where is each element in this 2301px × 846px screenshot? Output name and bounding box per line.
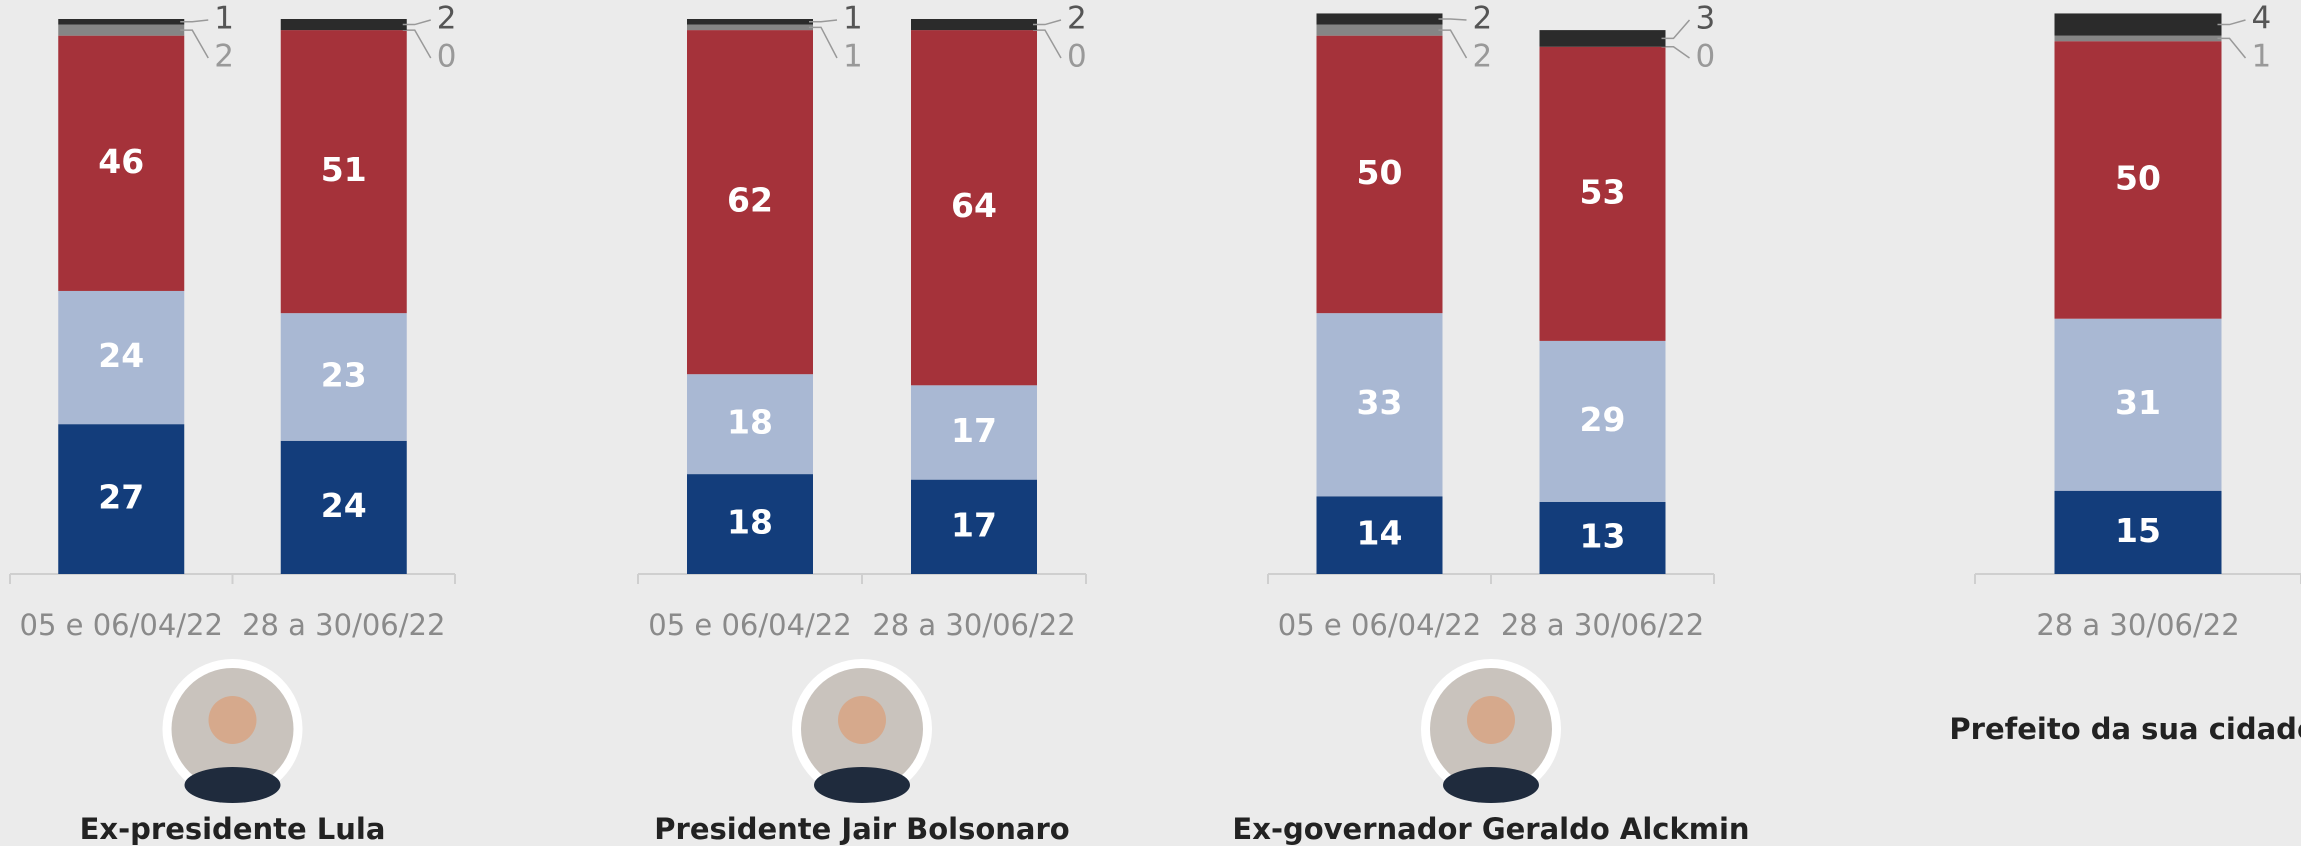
value-label: 53 [1580,172,1626,211]
value-label: 1 [843,1,863,37]
value-label: 24 [321,486,367,525]
leader-line [180,20,208,22]
value-label: 24 [98,336,144,375]
value-label: 46 [98,142,144,181]
value-label: 62 [727,181,773,220]
leader-line [1439,30,1467,58]
bar-segment [2055,13,2222,35]
value-label: 2 [1067,1,1087,37]
x-tick-label: 28 a 30/06/22 [242,608,445,642]
x-tick-label: 28 a 30/06/22 [872,608,1075,642]
value-label: 15 [2115,511,2161,550]
caption: Ex-presidente Lula [80,812,386,846]
value-label: 27 [98,478,144,517]
x-tick-label: 05 e 06/04/22 [648,608,851,642]
leader-line [809,27,837,58]
bar-segment [687,25,813,31]
x-tick-label: 05 e 06/04/22 [20,608,223,642]
x-tick-label: 05 e 06/04/22 [1278,608,1481,642]
value-label: 50 [2115,158,2161,197]
leader-line [403,30,431,58]
value-label: 18 [727,503,773,542]
value-label: 1 [843,39,863,75]
value-label: 1 [214,1,234,37]
value-label: 17 [951,411,997,450]
value-label: 51 [321,150,367,189]
x-tick-label: 28 a 30/06/22 [2036,608,2239,642]
value-label: 17 [951,505,997,544]
bar-segment [2055,36,2222,42]
leader-line [809,20,837,22]
value-label: 31 [2115,383,2161,422]
leader-line [180,30,208,58]
value-label: 29 [1580,400,1626,439]
leader-line [2218,38,2246,58]
bar-segment [58,19,184,25]
bar-segment [58,25,184,36]
bar-segment [687,19,813,25]
bar-segment [911,19,1037,30]
value-label: 2 [1473,1,1493,37]
caption: Ex-governador Geraldo Alckmin [1232,812,1749,846]
value-label: 33 [1357,383,1403,422]
bar-segment [1540,30,1666,47]
value-label: 64 [951,186,997,225]
leader-line [1033,20,1061,25]
x-tick-label: 28 a 30/06/22 [1501,608,1704,642]
value-label: 23 [321,355,367,394]
caption: Prefeito da sua cidade [1949,712,2301,746]
portrait-face [1467,696,1515,744]
value-label: 2 [437,1,457,37]
value-label: 1 [2252,39,2272,75]
leader-line [2218,20,2246,25]
value-label: 4 [2252,1,2272,37]
value-label: 14 [1357,514,1403,553]
leader-line [1033,30,1061,58]
value-label: 0 [437,39,457,75]
portrait-suit [185,767,281,803]
bar-segment [1317,13,1443,24]
bar-segment [1317,25,1443,36]
value-label: 18 [727,403,773,442]
value-label: 2 [1473,39,1493,75]
leader-line [1662,47,1690,58]
portrait-suit [814,767,910,803]
value-label: 0 [1696,39,1716,75]
leader-line [1662,20,1690,38]
portrait-face [838,696,886,744]
value-label: 50 [1357,153,1403,192]
leader-line [1439,19,1467,20]
bar-segment [281,19,407,30]
value-label: 0 [1067,39,1087,75]
value-label: 3 [1696,1,1716,37]
leader-line [403,20,431,25]
portrait-suit [1443,767,1539,803]
caption: Presidente Jair Bolsonaro [654,812,1069,846]
portrait-face [209,696,257,744]
chart: 05 e 06/04/222724462128 a 30/06/22242351… [0,0,2301,846]
value-label: 13 [1580,516,1626,555]
value-label: 2 [214,39,234,75]
